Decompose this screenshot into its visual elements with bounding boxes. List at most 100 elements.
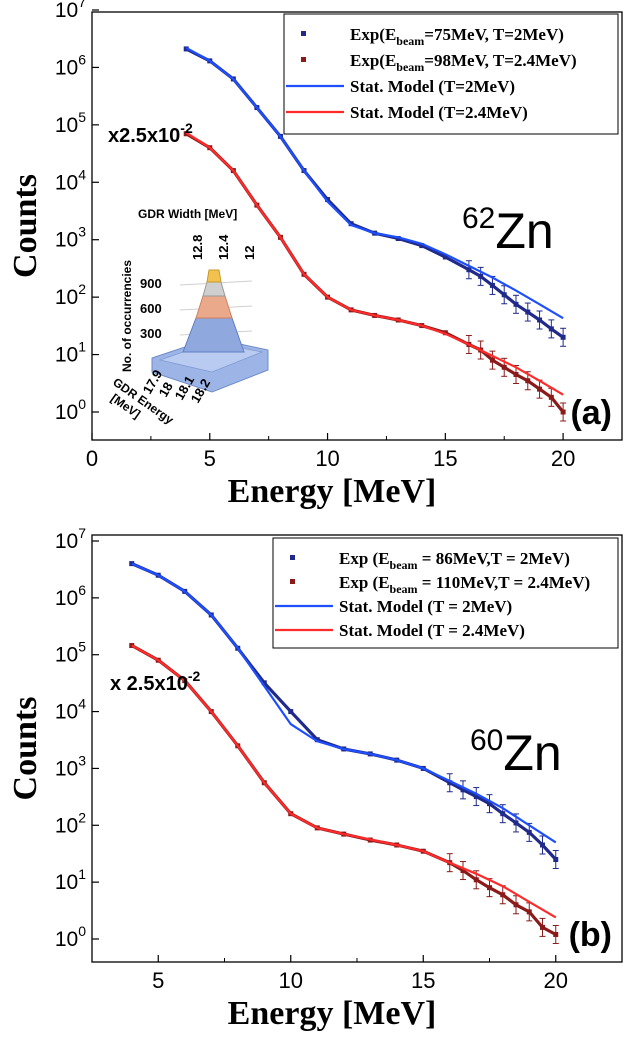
legend-text: Exp (E: [339, 573, 390, 592]
data-point: [548, 394, 554, 400]
inset-width-tick: 12.8: [190, 235, 205, 260]
y-tick-label: 101: [55, 339, 86, 367]
y-tick-exp: 3: [78, 752, 86, 768]
data-point: [513, 820, 519, 826]
y-tick-base: 10: [55, 587, 78, 610]
legend-marker: [290, 579, 295, 584]
y-tick-exp: 4: [78, 696, 86, 712]
data-point: [560, 409, 566, 415]
data-point: [288, 709, 294, 715]
x-tick-label: 0: [86, 446, 98, 471]
y-tick-label: 100: [55, 923, 86, 951]
y-tick-exp: 2: [78, 281, 86, 297]
model-line: [131, 562, 557, 844]
data-point: [478, 273, 484, 279]
legend-text: Exp (E: [339, 549, 390, 568]
inset-gdr-histogram: GDR Width [MeV] 12.8 12.4 12 No. of occurren…: [108, 207, 269, 427]
data-point: [553, 857, 559, 863]
nucleus-symbol: Zn: [495, 203, 553, 259]
data-point: [560, 334, 566, 340]
model-line: [185, 46, 564, 320]
x-tick-label: 5: [152, 968, 164, 993]
inset-z-tick: 900: [140, 276, 162, 291]
y-tick-base: 10: [55, 814, 78, 837]
data-point: [540, 924, 545, 930]
y-tick-base: 10: [55, 114, 78, 137]
inset-width-tick: 12.4: [216, 234, 231, 260]
legend-subscript: beam: [390, 558, 418, 572]
y-tick-base: 10: [55, 871, 78, 894]
data-point: [460, 787, 466, 793]
inset-peak-gray: [202, 281, 226, 297]
data-point: [419, 243, 425, 249]
x-tick-label: 20: [544, 968, 568, 993]
scale-exp: -2: [180, 120, 193, 136]
series-model-3: [131, 644, 557, 919]
legend-text: Stat. Model (T=2.4MeV): [350, 103, 528, 122]
inset-z-axis-label: No. of occurrencies: [120, 260, 134, 372]
x-tick-label: 10: [315, 446, 339, 471]
y-tick-label: 104: [55, 166, 86, 194]
series-model-1: [131, 562, 557, 844]
y-tick-base: 10: [55, 701, 78, 724]
data-point: [525, 378, 531, 384]
legend-text: Stat. Model (T = 2MeV): [339, 597, 512, 616]
data-point: [501, 364, 507, 370]
y-tick-label: 104: [55, 696, 86, 724]
legend-text: Stat. Model (T = 2.4MeV): [339, 621, 525, 640]
nucleus-mass: 62: [462, 202, 495, 235]
y-tick-exp: 0: [78, 396, 86, 412]
y-tick-base: 10: [55, 56, 78, 79]
y-tick-base: 10: [55, 401, 78, 424]
data-point: [325, 197, 331, 203]
y-tick-base: 10: [55, 344, 78, 367]
legend: Exp (Ebeam = 86MeV,T = 2MeV)Exp (Ebeam =…: [272, 537, 619, 649]
inset-width-tick: 12: [242, 246, 257, 260]
data-point: [553, 931, 559, 937]
legend-entry: Stat. Model (T=2MeV): [350, 77, 515, 96]
panel-label: (a): [570, 394, 612, 432]
legend-text-rest: = 110MeV,T = 2.4MeV): [418, 573, 591, 592]
data-point: [513, 371, 519, 377]
y-tick-base: 10: [55, 229, 78, 252]
data-point: [460, 868, 466, 874]
y-tick-exp: 1: [78, 866, 86, 882]
legend-entry: Exp (Ebeam = 110MeV,T = 2.4MeV): [339, 573, 590, 596]
model-line: [185, 131, 564, 396]
nucleus-label: 60Zn: [470, 724, 562, 781]
data-point: [261, 680, 267, 686]
inset-energy-tick: 18: [156, 379, 176, 399]
y-axis-label: Counts: [7, 697, 44, 801]
y-tick-exp: 2: [78, 809, 86, 825]
y-axis-label: Counts: [7, 174, 44, 278]
legend-text: Stat. Model (T=2MeV): [350, 77, 515, 96]
data-point: [487, 801, 492, 807]
data-point: [473, 794, 479, 800]
data-point: [489, 357, 495, 363]
y-tick-label: 105: [55, 639, 86, 667]
y-tick-exp: 6: [78, 582, 86, 598]
y-tick-base: 10: [55, 644, 78, 667]
y-tick-base: 10: [55, 0, 78, 22]
y-tick-label: 106: [55, 51, 86, 79]
inset-width-axis-label: GDR Width [MeV]: [138, 207, 237, 221]
y-tick-base: 10: [55, 928, 78, 951]
y-tick-base: 10: [55, 757, 78, 780]
model-line: [131, 644, 557, 919]
data-point: [473, 877, 479, 883]
legend-box: [283, 13, 619, 135]
y-tick-label: 103: [55, 752, 86, 780]
legend-entry: Exp(Ebeam=75MeV, T=2MeV): [350, 25, 564, 48]
legend-entry: Stat. Model (T = 2MeV): [339, 597, 512, 616]
inset-z-tick: 600: [140, 301, 162, 316]
data-point: [466, 267, 472, 273]
nucleus-mass: 60: [470, 724, 503, 757]
y-tick-exp: 5: [78, 639, 86, 655]
y-tick-label: 106: [55, 582, 86, 610]
data-point: [500, 892, 506, 898]
y-tick-label: 105: [55, 109, 86, 137]
inset-peak-yellow: [206, 269, 222, 283]
x-tick-label: 20: [551, 446, 575, 471]
